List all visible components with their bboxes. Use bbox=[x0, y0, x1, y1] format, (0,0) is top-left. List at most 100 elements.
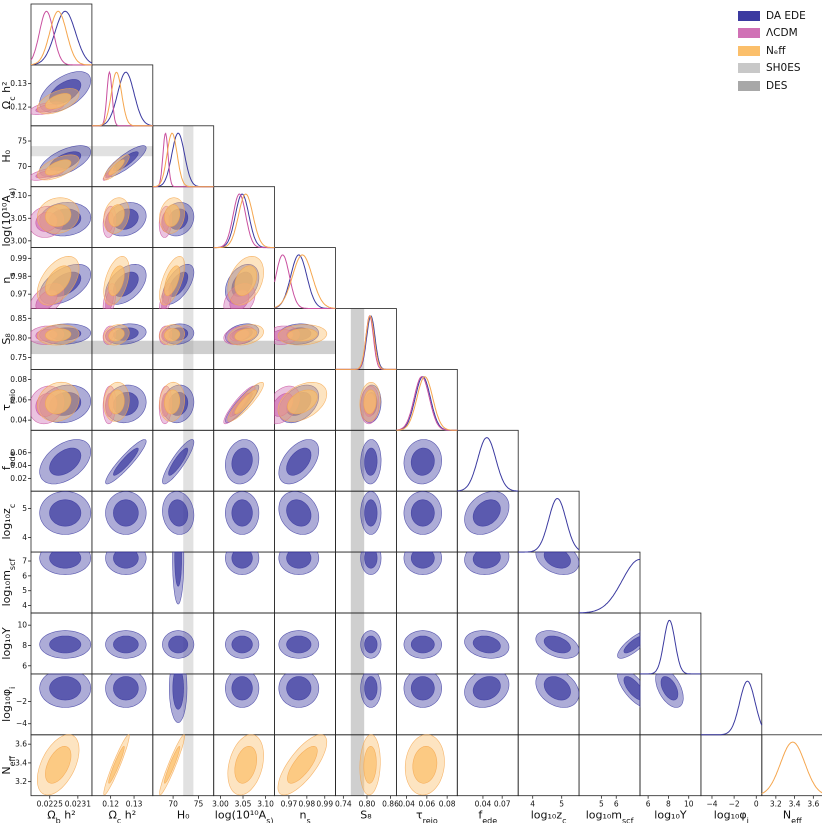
sh0es-band-vertical bbox=[183, 125, 194, 796]
panel-frame-log10mscf-log10mscf bbox=[578, 551, 641, 614]
n-eff-contour-68-omega_b-tau bbox=[45, 389, 72, 415]
da-ede-contour-68-tau-log10mscf bbox=[410, 551, 435, 569]
ytick-label-S8-1: 0.80 bbox=[10, 333, 27, 342]
ytick-label-H0-0: 70 bbox=[17, 162, 27, 171]
xtick-label-ns-1: 0.98 bbox=[298, 800, 315, 809]
n-eff-marginal-Neff bbox=[761, 741, 822, 795]
n-eff-contour-68-omega_cdm-ns bbox=[108, 265, 125, 296]
ytick-label-log10phi-0: −4 bbox=[16, 719, 27, 728]
x-axis-label-log10phi: log₁₀φi bbox=[714, 809, 749, 823]
-cdm-marginal-lnA bbox=[213, 193, 275, 249]
n-eff-contour-68-H0-S8 bbox=[164, 328, 181, 342]
da-ede-contour-68-omega_b-log10Y bbox=[49, 635, 82, 654]
y-axis-label-Neff: Neff bbox=[0, 755, 17, 774]
x-axis-label-log10zc: log₁₀zc bbox=[531, 809, 567, 823]
y-axis-label-log10phi: log₁₀φi bbox=[0, 687, 17, 722]
ytick-label-log10mscf-3: 7 bbox=[22, 557, 27, 566]
n-eff-marginal-tau bbox=[396, 376, 458, 431]
xtick-label-lnA-0: 3.00 bbox=[212, 800, 229, 809]
n-eff-contour-68-omega_cdm-lnA bbox=[108, 204, 125, 227]
da-ede-contour-68-omega_cdm-log10Y bbox=[113, 635, 139, 654]
da-ede-contour-68-omega_b-log10mscf bbox=[49, 551, 82, 569]
da-ede-contour-68-H0-log10Y bbox=[168, 635, 189, 654]
da-ede-contour-68-lnA-log10mscf bbox=[231, 551, 253, 569]
ytick-label-lnA-0: 3.00 bbox=[10, 236, 27, 245]
da-ede-contour-68-ns-log10phi bbox=[286, 676, 312, 701]
y-axis-label-tau: τreio bbox=[0, 389, 17, 411]
da-ede-contour-68-omega_cdm-fede bbox=[113, 447, 139, 476]
n-eff-contour-68-H0-ns bbox=[164, 265, 181, 296]
ytick-label-log10zc-0: 4 bbox=[22, 533, 27, 542]
da-ede-contour-68-S8-log10phi bbox=[364, 676, 378, 701]
x-axis-label-H0: H₀ bbox=[177, 809, 190, 822]
n-eff-contour-68-omega_b-ns bbox=[45, 265, 72, 297]
da-ede-contour-68-omega_b-fede bbox=[49, 447, 82, 476]
legend: DA EDE ΛCDM Nₑff SH0ES DES bbox=[738, 7, 820, 95]
da-ede-contour-68-ns-log10Y bbox=[286, 635, 312, 654]
x-axis-label-tau: τreio bbox=[416, 809, 438, 823]
xtick-label-tau-2: 0.08 bbox=[439, 800, 456, 809]
ytick-label-H0-1: 75 bbox=[17, 137, 27, 146]
xtick-label-omega_b-1: 0.0231 bbox=[65, 800, 91, 809]
da-ede-contour-68-lnA-fede bbox=[231, 447, 253, 476]
n-eff-contour-68-omega_cdm-tau bbox=[108, 389, 125, 415]
-cdm-marginal-ns bbox=[274, 254, 336, 309]
ytick-label-fede-0: 0.02 bbox=[10, 474, 27, 483]
ytick-label-Neff-0: 3.2 bbox=[15, 777, 27, 786]
legend-item-lcdm: ΛCDM bbox=[738, 25, 820, 43]
x-axis-label-ns: ns bbox=[299, 809, 310, 823]
xtick-label-Neff-1: 3.4 bbox=[789, 800, 801, 809]
legend-item-neff: Nₑff bbox=[738, 42, 820, 60]
da-ede-contour-68-fede-log10phi bbox=[472, 676, 501, 701]
da-ede-contour-68-S8-log10zc bbox=[364, 499, 378, 527]
y-axis-label-lnA: log(10¹⁰As) bbox=[0, 188, 17, 247]
da-ede-contour-68-ns-fede bbox=[286, 447, 312, 476]
xtick-label-log10Y-2: 10 bbox=[684, 800, 694, 809]
da-ede-contour-68-log10mscf-log10phi bbox=[623, 676, 641, 701]
da-ede-contour-68-S8-log10Y bbox=[364, 635, 378, 654]
ytick-label-lnA-2: 3.10 bbox=[10, 191, 27, 200]
xtick-label-log10mscf-0: 5 bbox=[599, 800, 604, 809]
da-ede-contour-68-omega_cdm-log10zc bbox=[113, 499, 139, 527]
xtick-label-log10zc-0: 4 bbox=[530, 800, 535, 809]
xtick-label-log10phi-2: 0 bbox=[754, 800, 759, 809]
da-ede-contour-68-log10zc-log10mscf bbox=[543, 551, 571, 569]
x-axis-label-S8: S₈ bbox=[360, 809, 372, 822]
panel-grid: 0.120.1370753.003.053.100.970.980.990.75… bbox=[0, 3, 822, 823]
xtick-label-S8-0: 0.74 bbox=[335, 800, 352, 809]
da-ede-contour-68-log10zc-log10phi bbox=[543, 676, 571, 701]
da-ede-marginal-lnA bbox=[213, 193, 275, 249]
ytick-label-lnA-1: 3.05 bbox=[10, 214, 27, 223]
n-eff-marginal-H0 bbox=[152, 132, 214, 188]
xtick-label-omega_b-0: 0.0225 bbox=[37, 800, 63, 809]
x-axis-label-omega_cdm: Ωc h² bbox=[108, 809, 136, 823]
ytick-label-Neff-2: 3.6 bbox=[15, 740, 27, 749]
n-eff-contour-68-S8-Neff bbox=[363, 745, 377, 784]
ytick-label-fede-1: 0.04 bbox=[10, 461, 27, 470]
da-ede-contour-68-omega_b-log10zc bbox=[49, 499, 82, 527]
ytick-label-log10mscf-1: 5 bbox=[22, 586, 27, 595]
ytick-label-log10mscf-0: 4 bbox=[22, 601, 27, 610]
n-eff-contour-68-omega_b-lnA bbox=[45, 204, 72, 227]
n-eff-contour-68-omega_b-Neff bbox=[45, 745, 72, 784]
n-eff-contour-68-tau-Neff bbox=[412, 745, 438, 784]
da-ede-contour-68-tau-log10zc bbox=[410, 499, 435, 527]
x-axis-label-fede: fede bbox=[478, 809, 497, 823]
da-ede-marginal-log10Y bbox=[640, 619, 701, 675]
y-axis-label-H0: H₀ bbox=[0, 149, 13, 162]
legend-label-shoes: SH0ES bbox=[766, 62, 801, 75]
n-eff-contour-68-ns-Neff bbox=[287, 745, 318, 784]
y-axis-label-omega_cdm: Ωc h² bbox=[0, 81, 17, 109]
y-axis-label-log10mscf: log₁₀mscf bbox=[0, 559, 17, 607]
legend-item-des: DES bbox=[738, 77, 820, 95]
ytick-label-tau-1: 0.06 bbox=[10, 395, 27, 404]
xtick-label-tau-1: 0.06 bbox=[418, 800, 435, 809]
n-eff-contour-68-omega_b-S8 bbox=[45, 328, 72, 342]
xtick-label-log10zc-1: 5 bbox=[559, 800, 564, 809]
da-ede-contour-68-H0-fede bbox=[168, 447, 189, 476]
legend-label-neff: Nₑff bbox=[766, 44, 786, 57]
panel-frame-Neff-log10mscf bbox=[578, 734, 641, 797]
legend-swatch-da-ede bbox=[738, 10, 760, 21]
da-ede-contour-68-fede-log10zc bbox=[472, 499, 501, 527]
